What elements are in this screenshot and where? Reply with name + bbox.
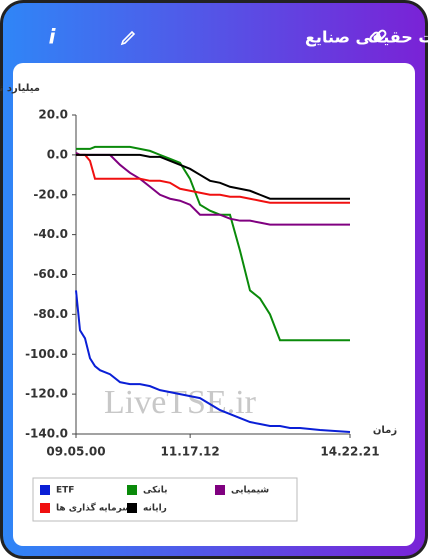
y-tick-label: -120.0 bbox=[25, 387, 68, 401]
y-tick-label: -80.0 bbox=[33, 307, 68, 321]
y-tick-label: -140.0 bbox=[25, 427, 68, 441]
legend-swatch bbox=[127, 503, 137, 513]
legend-label: رایانه bbox=[143, 504, 167, 514]
y-tick-label: -100.0 bbox=[25, 347, 68, 361]
legend-swatch bbox=[215, 485, 225, 495]
legend-label: سرمایه گذاری ها bbox=[56, 502, 131, 514]
series-line bbox=[76, 153, 350, 204]
legend-swatch bbox=[40, 485, 50, 495]
x-tick-label: 11.17.12 bbox=[161, 445, 220, 459]
x-axis-label: زمان bbox=[373, 425, 397, 436]
series-line bbox=[76, 145, 350, 342]
link-icon[interactable] bbox=[369, 29, 387, 43]
legend-swatch bbox=[127, 485, 137, 495]
series-line bbox=[76, 153, 350, 200]
y-tick-label: 20.0 bbox=[38, 108, 68, 122]
x-tick-label: 14.22.21 bbox=[320, 445, 379, 459]
y-tick-label: 0.0 bbox=[47, 147, 68, 161]
info-icon[interactable]: i bbox=[49, 25, 57, 49]
legend-swatch bbox=[40, 503, 50, 513]
y-tick-label: -20.0 bbox=[33, 187, 68, 201]
legend bbox=[32, 477, 298, 522]
legend-label: ETF bbox=[56, 486, 74, 496]
card bbox=[13, 63, 415, 546]
legend-label: بانکی bbox=[143, 486, 167, 496]
legend-label: شیمیایی bbox=[231, 486, 269, 496]
x-tick-label: 09.05.00 bbox=[46, 445, 105, 459]
edit-icon[interactable] bbox=[120, 30, 136, 46]
series-line bbox=[75, 290, 351, 434]
y-tick-label: -60.0 bbox=[33, 267, 68, 281]
y-axis-label: میلیارد تومان bbox=[0, 83, 40, 94]
header-title: پول درشت حقیقی صنایع bbox=[305, 28, 428, 48]
y-tick-label: -40.0 bbox=[33, 227, 68, 241]
